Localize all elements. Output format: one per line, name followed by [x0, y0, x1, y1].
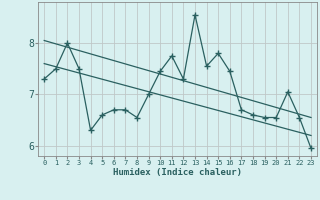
- X-axis label: Humidex (Indice chaleur): Humidex (Indice chaleur): [113, 168, 242, 177]
